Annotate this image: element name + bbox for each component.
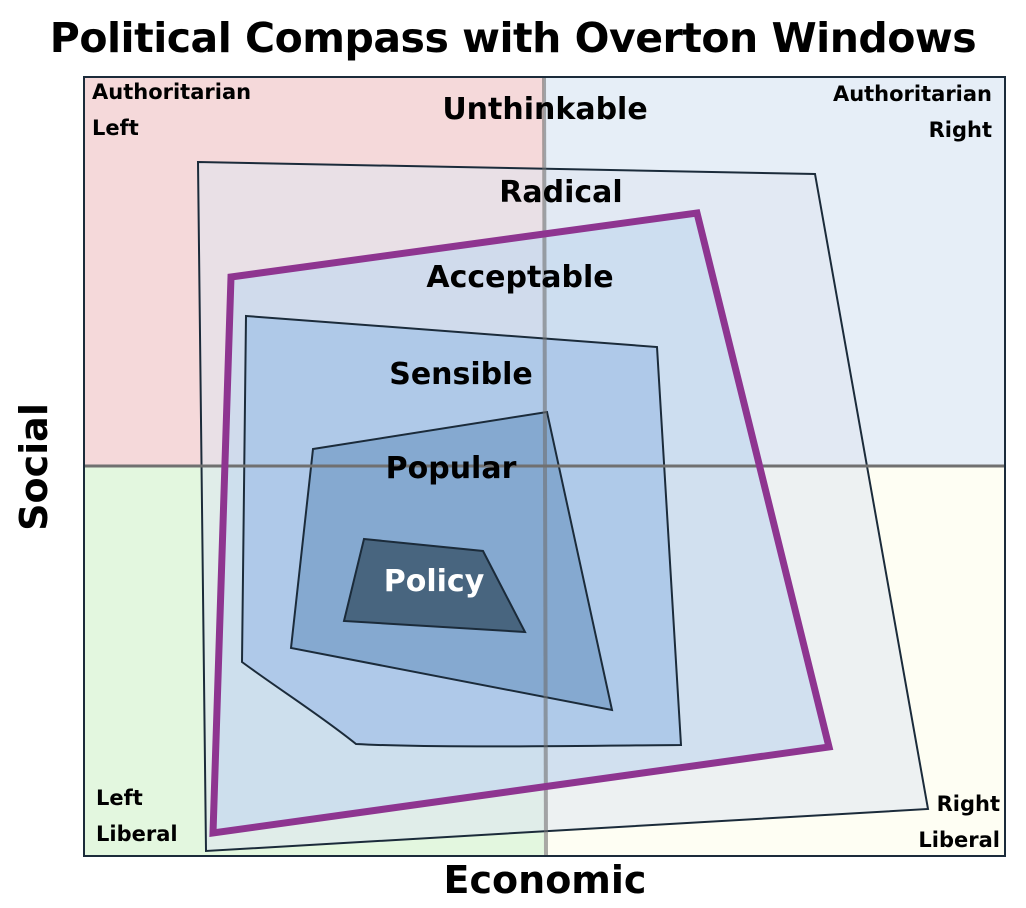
x-axis-label: Economic [443, 858, 647, 902]
policy-window [342, 537, 527, 634]
label-authoritarian-right: Authoritarian Right [832, 82, 992, 142]
label-sensible: Sensible [389, 357, 533, 392]
label-radical: Radical [499, 175, 623, 210]
label-left-liberal: Left Liberal [96, 786, 178, 846]
compass-frame [83, 76, 1006, 857]
label-acceptable: Acceptable [426, 260, 614, 295]
label-right-liberal: Right Liberal [918, 792, 1000, 852]
y-axis-label: Social [12, 403, 56, 531]
label-popular: Popular [385, 451, 517, 486]
overton-window-border [209, 209, 834, 838]
label-authoritarian-left: Authoritarian Left [92, 80, 252, 140]
label-policy: Policy [383, 564, 485, 599]
diagram-title: Political Compass with Overton Windows [49, 14, 977, 62]
label-unthinkable: Unthinkable [442, 92, 648, 127]
